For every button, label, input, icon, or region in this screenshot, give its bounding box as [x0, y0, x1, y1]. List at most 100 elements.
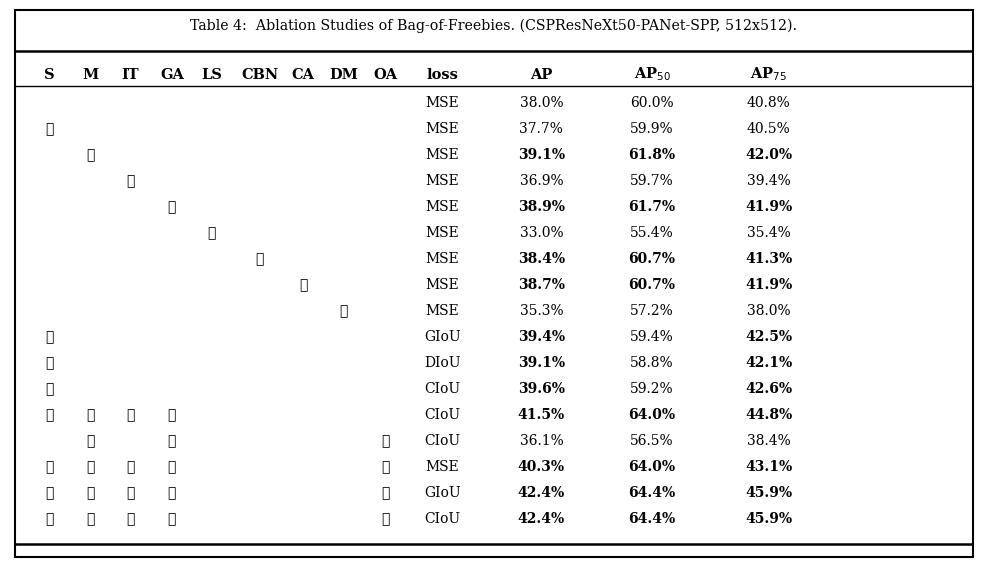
Text: CIoU: CIoU [425, 383, 460, 396]
Text: 59.7%: 59.7% [630, 175, 674, 188]
Text: ✓: ✓ [126, 408, 134, 422]
Text: MSE: MSE [426, 279, 459, 292]
Text: 40.5%: 40.5% [747, 123, 790, 136]
Text: 60.0%: 60.0% [630, 97, 674, 110]
Text: DIoU: DIoU [425, 357, 460, 370]
Text: 42.0%: 42.0% [745, 149, 792, 162]
Text: 33.0%: 33.0% [520, 227, 563, 240]
Text: ✓: ✓ [45, 383, 53, 396]
Text: ✓: ✓ [45, 408, 53, 422]
Text: ✓: ✓ [381, 460, 389, 474]
Text: 56.5%: 56.5% [630, 434, 674, 448]
Text: 39.1%: 39.1% [518, 149, 565, 162]
Text: 39.6%: 39.6% [518, 383, 565, 396]
Text: ✓: ✓ [45, 512, 53, 526]
Text: 61.7%: 61.7% [628, 201, 676, 214]
Text: OA: OA [373, 68, 397, 81]
Text: Table 4:  Ablation Studies of Bag-of-Freebies. (CSPResNeXt50-PANet-SPP, 512x512): Table 4: Ablation Studies of Bag-of-Free… [191, 18, 797, 33]
Text: ✓: ✓ [87, 486, 95, 500]
Text: ✓: ✓ [168, 201, 176, 214]
Text: 59.9%: 59.9% [630, 123, 674, 136]
Text: MSE: MSE [426, 175, 459, 188]
Text: MSE: MSE [426, 305, 459, 318]
Text: 41.3%: 41.3% [745, 253, 792, 266]
Text: ✓: ✓ [87, 512, 95, 526]
Text: MSE: MSE [426, 253, 459, 266]
Text: 40.3%: 40.3% [518, 460, 565, 474]
Text: ✓: ✓ [87, 149, 95, 162]
Text: 38.7%: 38.7% [518, 279, 565, 292]
Text: 59.4%: 59.4% [630, 331, 674, 344]
Text: CIoU: CIoU [425, 408, 460, 422]
Text: 64.4%: 64.4% [628, 512, 676, 526]
Text: 39.4%: 39.4% [747, 175, 790, 188]
Text: AP$_{50}$: AP$_{50}$ [633, 66, 671, 84]
Text: loss: loss [427, 68, 458, 81]
Text: 37.7%: 37.7% [520, 123, 563, 136]
Text: MSE: MSE [426, 460, 459, 474]
Text: GA: GA [160, 68, 184, 81]
Text: 36.1%: 36.1% [520, 434, 563, 448]
Text: ✓: ✓ [381, 434, 389, 448]
Text: 64.0%: 64.0% [628, 460, 676, 474]
Text: 61.8%: 61.8% [628, 149, 676, 162]
Text: 38.4%: 38.4% [518, 253, 565, 266]
Text: CA: CA [291, 68, 315, 81]
Text: 42.1%: 42.1% [745, 357, 792, 370]
Text: 41.5%: 41.5% [518, 408, 565, 422]
Text: ✓: ✓ [207, 227, 215, 240]
Text: 35.4%: 35.4% [747, 227, 790, 240]
Text: 42.4%: 42.4% [518, 512, 565, 526]
Text: 38.9%: 38.9% [518, 201, 565, 214]
Text: 39.1%: 39.1% [518, 357, 565, 370]
Text: 43.1%: 43.1% [745, 460, 792, 474]
Text: 41.9%: 41.9% [745, 201, 792, 214]
FancyBboxPatch shape [15, 10, 973, 557]
Text: MSE: MSE [426, 149, 459, 162]
Text: MSE: MSE [426, 227, 459, 240]
Text: 44.8%: 44.8% [745, 408, 792, 422]
Text: MSE: MSE [426, 201, 459, 214]
Text: 41.9%: 41.9% [745, 279, 792, 292]
Text: MSE: MSE [426, 97, 459, 110]
Text: ✓: ✓ [168, 512, 176, 526]
Text: MSE: MSE [426, 123, 459, 136]
Text: ✓: ✓ [168, 486, 176, 500]
Text: 57.2%: 57.2% [630, 305, 674, 318]
Text: 60.7%: 60.7% [628, 279, 676, 292]
Text: CIoU: CIoU [425, 434, 460, 448]
Text: 38.0%: 38.0% [520, 97, 563, 110]
Text: 35.3%: 35.3% [520, 305, 563, 318]
Text: 36.9%: 36.9% [520, 175, 563, 188]
Text: GIoU: GIoU [424, 331, 461, 344]
Text: 45.9%: 45.9% [745, 486, 792, 500]
Text: ✓: ✓ [87, 434, 95, 448]
Text: ✓: ✓ [168, 408, 176, 422]
Text: CBN: CBN [241, 68, 279, 81]
Text: 45.9%: 45.9% [745, 512, 792, 526]
Text: ✓: ✓ [126, 512, 134, 526]
Text: ✓: ✓ [168, 460, 176, 474]
Text: 38.4%: 38.4% [747, 434, 790, 448]
Text: AP: AP [531, 68, 552, 81]
Text: 42.6%: 42.6% [745, 383, 792, 396]
Text: ✓: ✓ [381, 512, 389, 526]
Text: ✓: ✓ [381, 486, 389, 500]
Text: ✓: ✓ [87, 408, 95, 422]
Text: S: S [44, 68, 54, 81]
Text: 58.8%: 58.8% [630, 357, 674, 370]
Text: ✓: ✓ [126, 486, 134, 500]
Text: 60.7%: 60.7% [628, 253, 676, 266]
Text: DM: DM [329, 68, 359, 81]
Text: LS: LS [201, 68, 222, 81]
Text: ✓: ✓ [126, 175, 134, 188]
Text: ✓: ✓ [299, 279, 307, 292]
Text: ✓: ✓ [45, 123, 53, 136]
Text: GIoU: GIoU [424, 486, 461, 500]
Text: IT: IT [122, 68, 139, 81]
Text: AP$_{75}$: AP$_{75}$ [750, 66, 787, 84]
Text: 38.0%: 38.0% [747, 305, 790, 318]
Text: ✓: ✓ [340, 305, 348, 318]
Text: 40.8%: 40.8% [747, 97, 790, 110]
Text: 55.4%: 55.4% [630, 227, 674, 240]
